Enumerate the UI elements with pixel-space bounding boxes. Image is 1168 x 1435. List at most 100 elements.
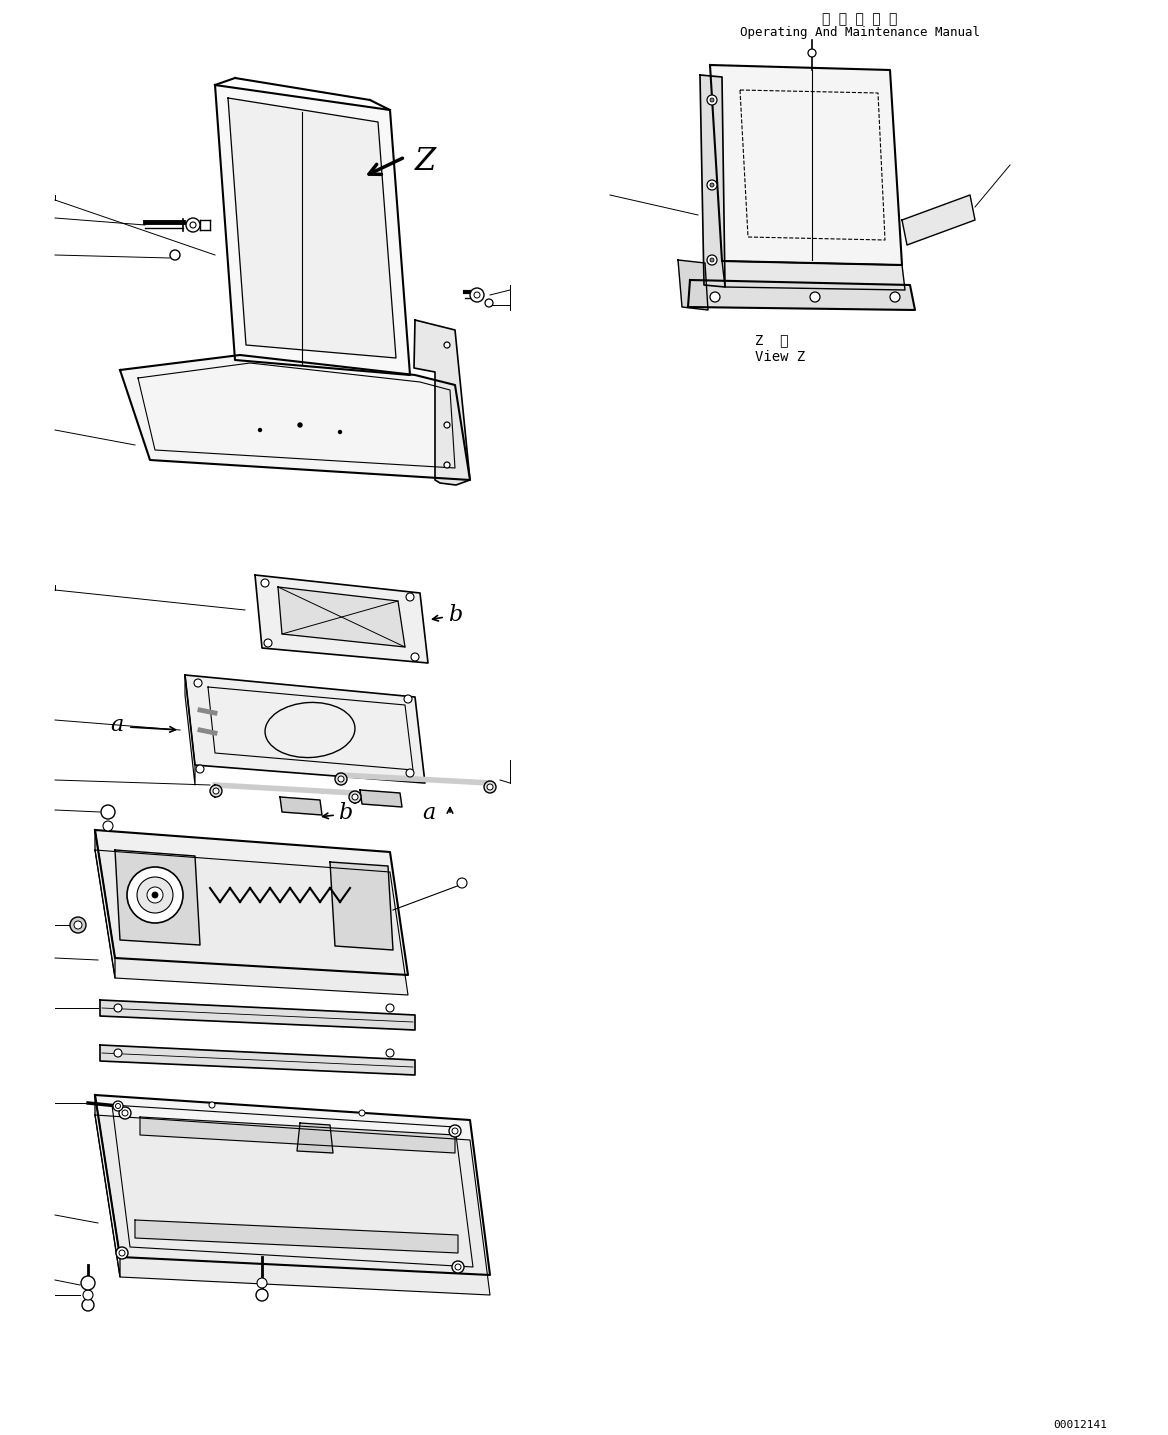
Polygon shape [95,829,114,979]
Text: Operating And Maintenance Manual: Operating And Maintenance Manual [741,26,980,39]
Circle shape [710,291,719,301]
Polygon shape [100,1045,415,1075]
Circle shape [385,1049,394,1058]
Circle shape [444,342,450,349]
Circle shape [411,653,419,662]
Polygon shape [700,75,725,287]
Polygon shape [185,674,195,785]
Polygon shape [228,98,396,357]
Circle shape [121,1111,128,1116]
Text: 00012141: 00012141 [1054,1421,1107,1431]
Circle shape [406,593,413,601]
Polygon shape [140,1116,456,1152]
Circle shape [190,222,196,228]
Polygon shape [95,1095,120,1277]
Circle shape [456,1264,461,1270]
Circle shape [710,258,714,263]
Polygon shape [297,1124,333,1152]
Text: Z  視: Z 視 [755,333,788,347]
Polygon shape [95,1115,491,1294]
Circle shape [707,255,717,265]
Circle shape [100,805,114,819]
Circle shape [385,1004,394,1012]
Circle shape [474,291,480,298]
Circle shape [449,1125,461,1137]
Polygon shape [114,850,200,946]
Circle shape [137,877,173,913]
Text: b: b [338,802,353,824]
Circle shape [444,462,450,468]
Polygon shape [185,674,425,784]
Circle shape [194,679,202,687]
Circle shape [74,921,82,928]
Circle shape [809,291,820,301]
Polygon shape [413,320,470,485]
Text: Z: Z [415,146,437,178]
Circle shape [83,1290,93,1300]
Circle shape [114,1004,121,1012]
Circle shape [103,821,113,831]
Circle shape [406,769,413,776]
Polygon shape [278,587,405,647]
Circle shape [116,1104,120,1108]
Circle shape [485,298,493,307]
Circle shape [339,430,341,433]
Circle shape [707,179,717,189]
Circle shape [152,893,158,898]
Circle shape [81,1276,95,1290]
Circle shape [359,1111,364,1116]
Polygon shape [135,1220,458,1253]
Circle shape [335,773,347,785]
Text: 取 扱 説 明 書: 取 扱 説 明 書 [822,11,898,26]
Circle shape [196,765,204,773]
Circle shape [256,1289,267,1302]
Text: View Z: View Z [755,350,805,364]
Circle shape [404,695,412,703]
Polygon shape [215,85,410,375]
Circle shape [444,422,450,428]
Polygon shape [120,354,470,479]
Circle shape [127,867,183,923]
Circle shape [808,49,816,57]
Circle shape [487,784,493,791]
Circle shape [349,791,361,804]
Circle shape [186,218,200,232]
Circle shape [119,1250,125,1256]
Polygon shape [331,862,392,950]
Circle shape [484,781,496,794]
Circle shape [257,1279,267,1289]
Polygon shape [360,791,402,806]
Circle shape [707,95,717,105]
Polygon shape [688,280,915,310]
Circle shape [113,1101,123,1111]
Circle shape [70,917,86,933]
Circle shape [264,639,272,647]
Text: b: b [449,604,463,626]
Circle shape [119,1106,131,1119]
Circle shape [452,1128,458,1134]
Circle shape [260,578,269,587]
Polygon shape [255,575,427,663]
Circle shape [338,776,345,782]
Circle shape [114,1049,121,1058]
Polygon shape [677,260,708,310]
Polygon shape [95,1095,491,1276]
Circle shape [82,1299,93,1312]
Circle shape [452,1261,464,1273]
Circle shape [210,785,222,796]
Circle shape [116,1247,128,1258]
Circle shape [710,98,714,102]
Text: a: a [110,715,124,736]
Circle shape [258,429,262,432]
Polygon shape [100,1000,415,1030]
Polygon shape [710,65,902,265]
Circle shape [352,794,359,799]
Circle shape [213,788,220,794]
Circle shape [147,887,164,903]
Circle shape [457,878,467,888]
Circle shape [171,250,180,260]
Polygon shape [95,850,408,994]
Polygon shape [95,829,408,974]
Polygon shape [722,261,905,290]
Text: a: a [422,802,436,824]
